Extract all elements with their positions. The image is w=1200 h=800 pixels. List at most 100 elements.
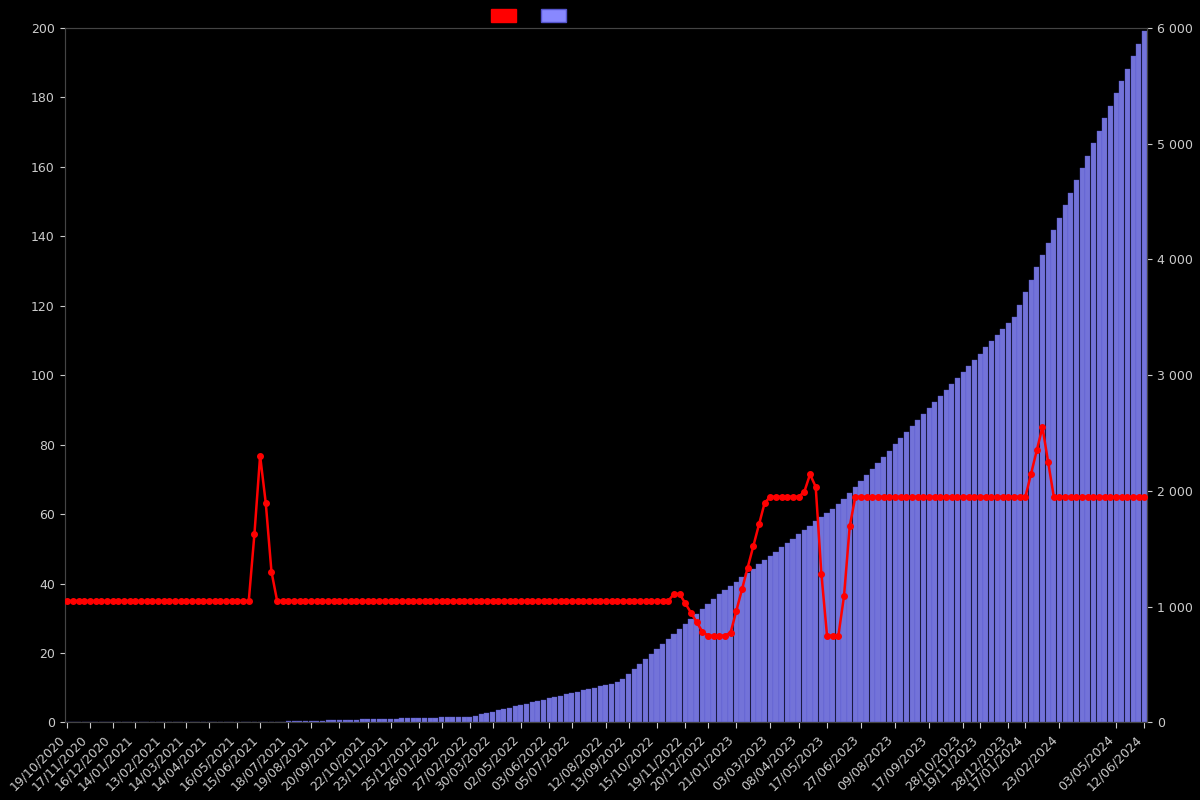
Bar bbox=[404, 718, 410, 722]
Bar bbox=[598, 686, 602, 722]
Bar bbox=[1114, 94, 1118, 722]
Bar bbox=[643, 659, 648, 722]
Bar bbox=[1068, 193, 1073, 722]
Bar bbox=[1085, 155, 1091, 722]
Bar bbox=[989, 342, 994, 722]
Bar bbox=[774, 551, 779, 722]
Bar bbox=[858, 481, 864, 722]
Bar bbox=[841, 499, 846, 722]
Bar bbox=[818, 517, 824, 722]
Bar bbox=[796, 534, 802, 722]
Bar bbox=[558, 696, 563, 722]
Bar bbox=[348, 720, 353, 722]
Bar bbox=[1120, 81, 1124, 722]
Bar bbox=[955, 378, 960, 722]
Bar bbox=[400, 718, 404, 722]
Bar bbox=[1022, 292, 1028, 722]
Bar bbox=[1124, 69, 1130, 722]
Bar bbox=[762, 560, 767, 722]
Bar bbox=[649, 654, 654, 722]
Bar bbox=[728, 586, 733, 722]
Bar bbox=[1012, 317, 1016, 722]
Bar bbox=[427, 718, 433, 722]
Bar bbox=[768, 556, 773, 722]
Bar bbox=[978, 354, 983, 722]
Bar bbox=[1103, 118, 1108, 722]
Bar bbox=[467, 717, 473, 722]
Bar bbox=[898, 438, 904, 722]
Bar bbox=[1051, 230, 1056, 722]
Bar bbox=[881, 457, 887, 722]
Bar bbox=[887, 450, 892, 722]
Bar bbox=[416, 718, 421, 722]
Bar bbox=[1062, 206, 1068, 722]
Bar bbox=[473, 715, 478, 722]
Bar bbox=[377, 719, 382, 722]
Bar bbox=[337, 720, 342, 722]
Bar bbox=[308, 721, 313, 722]
Bar bbox=[814, 522, 818, 722]
Bar bbox=[751, 569, 756, 722]
Bar bbox=[910, 426, 914, 722]
Bar bbox=[604, 685, 608, 722]
Bar bbox=[972, 360, 977, 722]
Bar bbox=[893, 445, 898, 722]
Bar bbox=[354, 720, 359, 722]
Bar bbox=[445, 718, 450, 722]
Bar bbox=[365, 719, 371, 722]
Bar bbox=[683, 624, 688, 722]
Bar bbox=[592, 688, 598, 722]
Bar bbox=[938, 396, 943, 722]
Bar bbox=[960, 372, 966, 722]
Bar bbox=[331, 720, 336, 722]
Bar bbox=[456, 717, 461, 722]
Bar bbox=[666, 639, 671, 722]
Bar bbox=[342, 720, 348, 722]
Bar bbox=[524, 704, 529, 722]
Bar bbox=[700, 610, 704, 722]
Bar bbox=[314, 721, 319, 722]
Bar bbox=[943, 390, 949, 722]
Bar bbox=[575, 692, 580, 722]
Bar bbox=[802, 530, 806, 722]
Bar bbox=[1045, 242, 1051, 722]
Bar bbox=[1080, 168, 1085, 722]
Bar bbox=[637, 664, 642, 722]
Bar bbox=[490, 711, 496, 722]
Bar bbox=[1142, 31, 1147, 722]
Bar bbox=[508, 707, 512, 722]
Bar bbox=[541, 700, 546, 722]
Bar bbox=[383, 719, 388, 722]
Bar bbox=[1028, 280, 1033, 722]
Bar bbox=[479, 714, 484, 722]
Bar bbox=[966, 366, 971, 722]
Bar bbox=[439, 718, 444, 722]
Bar bbox=[785, 543, 790, 722]
Bar bbox=[394, 718, 398, 722]
Bar bbox=[654, 649, 660, 722]
Bar bbox=[1034, 267, 1039, 722]
Bar bbox=[433, 718, 438, 722]
Bar bbox=[712, 599, 716, 722]
Bar bbox=[876, 462, 881, 722]
Bar bbox=[1040, 255, 1045, 722]
Bar bbox=[694, 614, 700, 722]
Bar bbox=[1018, 305, 1022, 722]
Bar bbox=[1057, 218, 1062, 722]
Bar bbox=[926, 408, 931, 722]
Bar bbox=[824, 513, 829, 722]
Bar bbox=[853, 487, 858, 722]
Bar bbox=[808, 526, 812, 722]
Bar bbox=[864, 474, 869, 722]
Bar bbox=[677, 630, 682, 722]
Bar bbox=[485, 713, 490, 722]
Bar bbox=[631, 669, 637, 722]
Bar bbox=[1074, 181, 1079, 722]
Bar bbox=[1001, 330, 1006, 722]
Bar bbox=[620, 679, 625, 722]
Bar bbox=[547, 698, 552, 722]
Bar bbox=[535, 701, 540, 722]
Bar bbox=[983, 347, 989, 722]
Legend: , : , bbox=[485, 3, 575, 29]
Bar bbox=[722, 590, 727, 722]
